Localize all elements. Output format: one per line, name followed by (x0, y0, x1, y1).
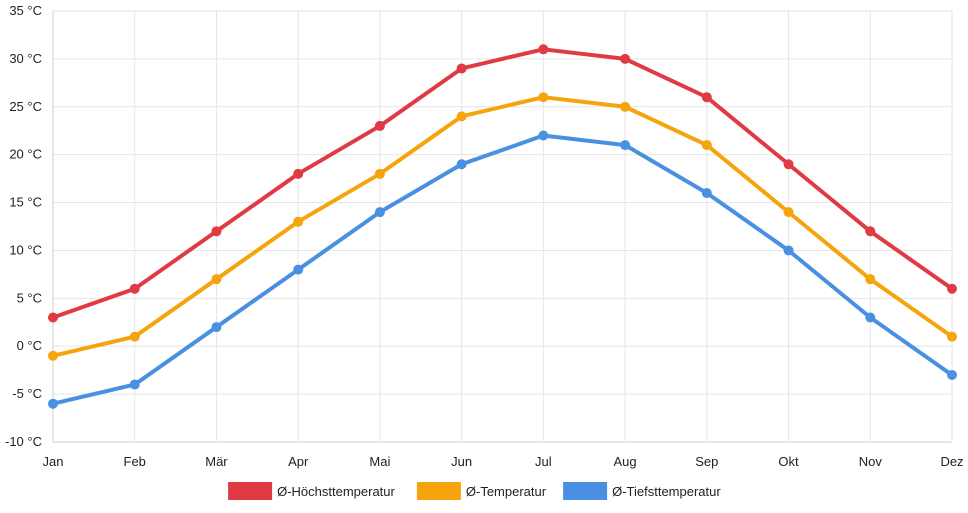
y-tick-label: 10 °C (9, 242, 42, 257)
x-tick-label: Sep (695, 454, 718, 469)
data-point[interactable] (456, 63, 467, 74)
data-point[interactable] (211, 274, 222, 285)
data-point[interactable] (947, 283, 957, 294)
legend-swatch (228, 482, 273, 500)
legend-item[interactable]: Ø-Temperatur (416, 482, 547, 500)
data-point[interactable] (865, 274, 876, 285)
legend-swatch (416, 482, 461, 500)
x-tick-label: Nov (859, 454, 883, 469)
legend: Ø-Höchsttemperatur Ø-Temperatur Ø-Tiefstte… (228, 482, 721, 500)
x-tick-label: Jan (43, 454, 64, 469)
data-point[interactable] (783, 207, 794, 218)
data-point[interactable] (783, 159, 794, 170)
legend-swatch (563, 482, 608, 500)
data-point[interactable] (701, 187, 712, 198)
data-point[interactable] (538, 130, 549, 141)
data-point[interactable] (48, 312, 58, 323)
data-point[interactable] (293, 264, 304, 275)
x-tick-label: Aug (614, 454, 637, 469)
data-point[interactable] (538, 44, 549, 55)
y-tick-label: 0 °C (17, 338, 42, 353)
series-1 (48, 44, 957, 323)
data-point[interactable] (129, 379, 140, 390)
data-point[interactable] (538, 92, 549, 103)
data-point[interactable] (374, 168, 385, 179)
data-point[interactable] (701, 92, 712, 103)
series-line (51, 47, 954, 320)
y-tick-label: 35 °C (9, 3, 42, 18)
x-tick-label: Apr (288, 454, 309, 469)
x-tick-label: Dez (940, 454, 963, 469)
series-3 (48, 130, 957, 409)
x-tick-label: Feb (124, 454, 146, 469)
data-point[interactable] (783, 245, 794, 256)
series-2 (48, 92, 957, 361)
data-point[interactable] (620, 101, 631, 112)
data-point[interactable] (947, 369, 957, 380)
data-point[interactable] (456, 159, 467, 170)
y-axis-ticks: 35 °C 30 °C 25 °C 20 °C 15 °C 10 °C 5 °C 0 °C -5… (5, 3, 42, 449)
data-point[interactable] (293, 168, 304, 179)
series-line (51, 133, 954, 406)
data-point[interactable] (620, 140, 631, 151)
series-layer (48, 44, 957, 409)
x-tick-label: Jun (451, 454, 472, 469)
data-point[interactable] (211, 226, 222, 237)
legend-label: Ø-Höchsttemperatur (277, 484, 395, 499)
data-point[interactable] (456, 111, 467, 122)
data-point[interactable] (48, 398, 58, 409)
data-point[interactable] (48, 350, 58, 361)
series-line (51, 95, 954, 358)
y-tick-label: 25 °C (9, 99, 42, 114)
x-tick-label: Mai (369, 454, 390, 469)
data-point[interactable] (374, 120, 385, 131)
y-tick-label: 20 °C (9, 147, 42, 162)
data-point[interactable] (211, 322, 222, 333)
legend-label: Ø-Temperatur (466, 484, 547, 499)
x-axis-ticks: Jan Feb Mär Apr Mai Jun Jul Aug Sep Okt Nov Dez (43, 454, 964, 469)
y-tick-label: 5 °C (17, 290, 42, 305)
data-point[interactable] (865, 312, 876, 323)
legend-item[interactable]: Ø-Höchsttemperatur (228, 482, 396, 500)
data-point[interactable] (129, 283, 140, 294)
data-point[interactable] (620, 53, 631, 64)
data-point[interactable] (865, 226, 876, 237)
data-point[interactable] (293, 216, 304, 227)
grid-layer (52, 10, 953, 443)
y-tick-label: -5 °C (12, 386, 42, 401)
data-point[interactable] (374, 207, 385, 218)
data-point[interactable] (947, 331, 957, 342)
data-point[interactable] (129, 331, 140, 342)
y-tick-label: 15 °C (9, 195, 42, 210)
y-tick-label: -10 °C (5, 434, 42, 449)
legend-label: Ø-Tiefsttemperatur (612, 484, 721, 499)
x-tick-label: Jul (535, 454, 552, 469)
x-tick-label: Okt (778, 454, 799, 469)
data-point[interactable] (701, 140, 712, 151)
x-tick-label: Mär (205, 454, 228, 469)
legend-item[interactable]: Ø-Tiefsttemperatur (563, 482, 721, 500)
y-tick-label: 30 °C (9, 51, 42, 66)
